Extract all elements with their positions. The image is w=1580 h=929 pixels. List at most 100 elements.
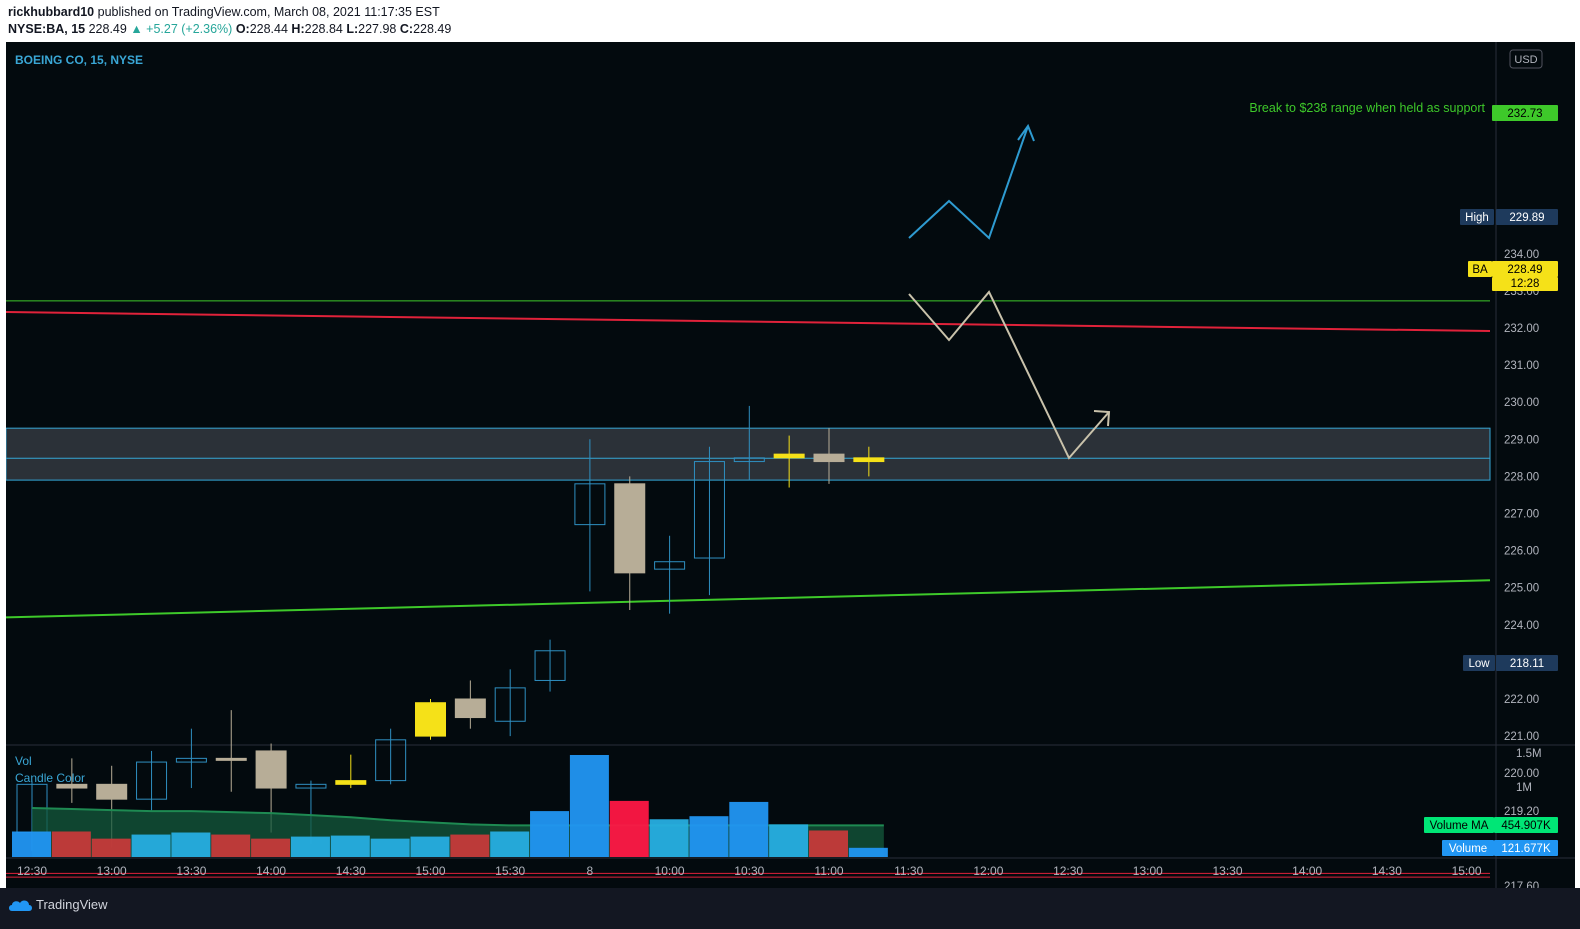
volume-bar xyxy=(290,836,330,857)
published-text: published on TradingView.com, March 08, … xyxy=(97,5,440,19)
volume-value-badge: 121.677K xyxy=(1501,843,1551,855)
resistance-trendline xyxy=(5,311,1491,332)
level-lines xyxy=(5,300,1491,878)
time-tick-label: 10:00 xyxy=(655,864,685,878)
bearish-arrow-head xyxy=(1093,410,1111,427)
price-tick-label: 221.00 xyxy=(1504,731,1539,743)
price-tick-label: 231.00 xyxy=(1504,360,1539,372)
volume-value-badge-bg xyxy=(1494,840,1558,856)
candle-body xyxy=(813,453,845,463)
time-tick-label: 14:30 xyxy=(1372,864,1402,878)
price-tick-label: 217.60 xyxy=(1504,881,1539,888)
volume-tick-label: 1.5M xyxy=(1516,748,1542,760)
price-tick-label: 225.00 xyxy=(1504,583,1539,595)
candle-body xyxy=(295,783,327,789)
candles[interactable] xyxy=(16,405,885,852)
volume-bar xyxy=(609,800,649,857)
time-tick-label: 8 xyxy=(587,864,594,878)
symbol-label: NYSE:BA, 15 xyxy=(8,22,86,36)
high-value-badge: 229.89 xyxy=(1509,212,1544,224)
bearish-projection-path xyxy=(908,290,1110,460)
currency-box xyxy=(1509,49,1543,69)
price-badges: USD 232.73 High 229.89 BA 228.49 12:28 Low 218.1… xyxy=(1424,49,1558,856)
price-tick-label: 234.00 xyxy=(1504,249,1539,261)
author-name[interactable]: rickhubbard10 xyxy=(8,5,95,19)
ohlc-line: NYSE:BA, 15 228.49 ▲ +5.27 (+2.36%) O:22… xyxy=(8,22,451,36)
candle-body xyxy=(494,687,526,722)
countdown-badge: 12:28 xyxy=(1511,278,1540,290)
price-tick-label: 232.00 xyxy=(1504,323,1539,335)
low-value: 227.98 xyxy=(358,22,397,36)
price-tick-label: 226.00 xyxy=(1504,546,1539,558)
publish-line: rickhubbard10 published on TradingView.c… xyxy=(8,5,440,19)
candle-color-legend[interactable]: Candle Color xyxy=(15,771,85,785)
price-tick-label: 222.00 xyxy=(1504,694,1539,706)
high-label-badge: High xyxy=(1465,212,1489,224)
high-label-badge-bg xyxy=(1460,209,1494,225)
volume-bar xyxy=(211,834,251,857)
price-tick-label: 227.00 xyxy=(1504,509,1539,521)
volume-tick-label: 1M xyxy=(1516,782,1532,794)
time-tick-label: 11:30 xyxy=(894,864,923,878)
low-value-badge: 218.11 xyxy=(1510,658,1544,670)
price-tick-label: 220.00 xyxy=(1504,768,1539,780)
axes: 234.00233.00232.00231.00230.00229.00228.… xyxy=(17,249,1542,929)
chart-frame[interactable]: 234.00 233.00 232.00 231.00 230.00 229.00 228.… xyxy=(5,42,1575,929)
high-value: 228.84 xyxy=(304,22,343,36)
time-tick-label: 15:00 xyxy=(415,864,445,878)
volume-label-badge-bg xyxy=(1442,840,1494,856)
candle-body xyxy=(375,739,407,782)
volume-bar xyxy=(251,838,291,857)
candle-body xyxy=(415,702,446,737)
candle-body xyxy=(175,757,207,763)
vol-legend[interactable]: Vol xyxy=(15,754,32,768)
candle-body xyxy=(56,783,88,789)
grid xyxy=(6,42,1575,888)
volume-bar xyxy=(171,832,211,857)
high-value-badge-bg xyxy=(1496,209,1558,225)
volume-ma-value-badge-bg xyxy=(1494,817,1558,833)
chart-canvas[interactable]: 234.00233.00232.00231.00230.00229.00228.… xyxy=(5,42,1575,929)
volume-bar xyxy=(410,836,450,857)
time-tick-label: 11:00 xyxy=(814,864,843,878)
time-tick-label: 14:30 xyxy=(336,864,366,878)
support-trendline xyxy=(5,579,1491,619)
candle-body xyxy=(773,453,805,459)
time-tick-label: 12:30 xyxy=(1053,864,1083,878)
last-price-badge: 228.49 xyxy=(1507,264,1542,276)
volume-bar xyxy=(809,830,848,857)
volume-bar xyxy=(689,816,729,857)
price-tick-label: 219.20 xyxy=(1504,806,1539,818)
candle-body xyxy=(454,698,486,719)
time-tick-label: 13:00 xyxy=(97,864,127,878)
close-value: 228.49 xyxy=(413,22,452,36)
time-tick-label: 15:00 xyxy=(1452,864,1482,878)
low-label-badge: Low xyxy=(1468,658,1490,670)
price-tick-label: 230.00 xyxy=(1504,397,1539,409)
time-tick-label: 13:30 xyxy=(1212,864,1242,878)
support-resistance-zone xyxy=(5,427,1491,481)
volume-bar xyxy=(649,819,689,857)
candle-body xyxy=(853,457,885,463)
cloud-icon xyxy=(9,900,32,911)
footer-bar: TradingView xyxy=(0,888,1580,929)
volume-pane[interactable] xyxy=(12,755,888,857)
time-tick-label: 10:30 xyxy=(734,864,764,878)
price-tick-label: 229.00 xyxy=(1504,434,1539,446)
time-tick-label: 13:30 xyxy=(176,864,206,878)
volume-ma-value-badge: 454.907K xyxy=(1501,820,1551,832)
volume-ma-label-badge-bg xyxy=(1424,817,1494,833)
low-label-badge-bg xyxy=(1463,655,1495,671)
volume-bar xyxy=(91,838,131,857)
volume-ma-label-badge: Volume MA xyxy=(1430,820,1489,832)
time-tick-label: 15:30 xyxy=(495,864,525,878)
price-tick-label: 224.00 xyxy=(1504,620,1539,632)
candle-body xyxy=(733,457,765,463)
chart-title[interactable]: BOEING CO, 15, NYSE xyxy=(15,53,143,67)
volume-bar xyxy=(51,831,91,857)
tradingview-logo[interactable]: TradingView xyxy=(8,897,108,912)
countdown-badge-bg xyxy=(1492,277,1558,291)
candle-body xyxy=(534,650,566,681)
currency-label: USD xyxy=(1514,54,1537,66)
price-change: ▲ +5.27 (+2.36%) xyxy=(130,22,233,36)
